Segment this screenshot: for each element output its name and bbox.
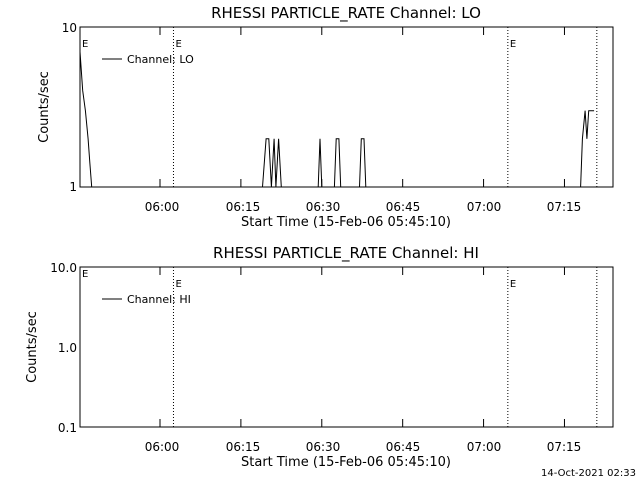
chart-hi-xtick-label: 07:00	[467, 440, 502, 454]
chart-hi-legend: Channel: HI	[102, 293, 191, 306]
chart-hi: RHESSI PARTICLE_RATE Channel: HI Counts/…	[25, 244, 614, 470]
chart-lo-x-ticks: 06:00 06:15 06:30 06:45 07:00 07:15	[145, 200, 582, 214]
footer-timestamp: 14-Oct-2021 02:33	[541, 468, 636, 479]
chart-hi-ylabel: Counts/sec	[25, 311, 40, 383]
chart-hi-plot-frame	[79, 266, 614, 428]
chart-lo-legend-label: Channel: LO	[127, 53, 194, 66]
chart-hi-event-marker: E	[175, 279, 181, 290]
chart-hi-ytick-label: 10.0	[50, 261, 77, 275]
chart-lo-y-ticks: 10 1	[62, 21, 77, 194]
chart-hi-start-marker: E	[82, 269, 88, 280]
chart-hi-ytick-label: 1.0	[58, 341, 77, 355]
chart-hi-x-ticks: 06:00 06:15 06:30 06:45 07:00 07:15	[145, 440, 582, 454]
chart-lo-xlabel: Start Time (15-Feb-06 05:45:10)	[241, 215, 451, 230]
chart-lo-plot-frame	[79, 26, 614, 188]
chart-lo-ytick-label: 1	[69, 180, 77, 194]
chart-lo-series	[79, 51, 595, 188]
chart-lo-xtick-label: 06:00	[145, 200, 180, 214]
chart-lo-title: RHESSI PARTICLE_RATE Channel: LO	[211, 4, 481, 23]
chart-lo-series-line	[79, 51, 595, 188]
chart-hi-x-tick-marks	[159, 267, 565, 427]
chart-lo-start-marker: E	[82, 39, 88, 50]
chart-lo-xtick-label: 07:15	[547, 200, 582, 214]
chart-hi-xtick-label: 07:15	[547, 440, 582, 454]
chart-lo-xtick-label: 06:30	[306, 200, 341, 214]
chart-hi-ytick-label: 0.1	[58, 421, 77, 435]
chart-hi-xlabel: Start Time (15-Feb-06 05:45:10)	[241, 455, 451, 470]
chart-hi-xtick-label: 06:30	[306, 440, 341, 454]
chart-lo-ytick-label: 10	[62, 21, 77, 35]
chart-lo-ylabel: Counts/sec	[37, 71, 52, 143]
chart-lo-xtick-label: 06:45	[386, 200, 421, 214]
chart-lo-xtick-label: 06:15	[226, 200, 261, 214]
chart-lo: RHESSI PARTICLE_RATE Channel: LO Counts/…	[37, 4, 614, 230]
chart-hi-y-ticks: 10.0 1.0 0.1	[50, 261, 77, 435]
chart-hi-xtick-label: 06:00	[145, 440, 180, 454]
chart-hi-title: RHESSI PARTICLE_RATE Channel: HI	[213, 244, 479, 263]
chart-lo-legend: Channel: LO	[102, 53, 194, 66]
chart-hi-xtick-label: 06:45	[386, 440, 421, 454]
chart-hi-legend-label: Channel: HI	[127, 293, 191, 306]
chart-lo-x-tick-marks	[159, 27, 565, 187]
chart-hi-event-marker: E	[510, 279, 516, 290]
chart-lo-event-marker: E	[175, 39, 181, 50]
chart-lo-xtick-label: 07:00	[467, 200, 502, 214]
chart-lo-event-marker: E	[510, 39, 516, 50]
chart-hi-xtick-label: 06:15	[226, 440, 261, 454]
